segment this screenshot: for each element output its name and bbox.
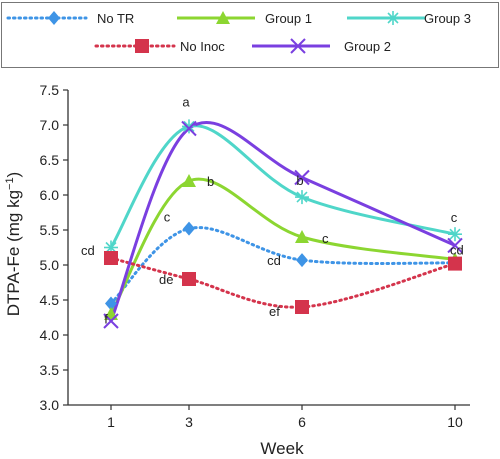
significance-letter: b [207, 174, 214, 189]
y-tick-label: 6.0 [40, 187, 60, 203]
series-3-marker [295, 190, 309, 205]
series-layer [109, 121, 457, 322]
x-tick-label: 1 [107, 414, 115, 430]
legend-label: No TR [97, 11, 134, 26]
legend-label: Group 1 [265, 11, 312, 26]
y-tick-label: 6.5 [40, 152, 60, 168]
series-4-marker [295, 300, 309, 314]
legend-label: No Inoc [180, 39, 225, 54]
x-tick-label: 10 [447, 414, 463, 430]
series-5-marker [103, 313, 119, 329]
x-axis-title: Week [260, 439, 304, 458]
legend-item-3: Group 3 [347, 11, 471, 26]
series-5-marker [294, 169, 310, 186]
significance-letter: c [322, 231, 329, 246]
series-line-2 [109, 177, 456, 315]
significance-letter: ef [269, 304, 280, 319]
series-line-4 [109, 256, 457, 309]
legend-marker [290, 38, 306, 54]
legend-label: Group 3 [424, 11, 471, 26]
legend-marker [386, 11, 400, 25]
significance-letter: de [159, 272, 173, 287]
series-line-1 [109, 226, 457, 305]
series-2-marker [182, 174, 196, 187]
series-line-3 [109, 124, 456, 249]
series-3-marker [182, 119, 196, 134]
significance-letter: c [451, 210, 458, 225]
series-3-marker [448, 227, 462, 242]
series-2-marker [295, 230, 309, 243]
x-tick-label: 6 [298, 414, 306, 430]
significance-letter: cd [267, 253, 281, 268]
y-axis-title: DTPA-Fe (mg kg−1) [4, 172, 23, 316]
legend-item-4: No Inoc [94, 39, 225, 54]
legend-marker [48, 11, 60, 25]
series-4-marker [448, 256, 462, 271]
y-tick-label: 4.0 [40, 327, 60, 343]
axes: 3.0 3.5 4.0 4.5 5.0 5.5 6.0 6.5 7.0 7.5 1 3 6 10 [40, 82, 470, 430]
series-1-marker [105, 296, 117, 311]
series-4-marker [182, 272, 196, 286]
series-4-marker [104, 251, 118, 265]
y-tick-label: 4.5 [40, 292, 60, 308]
y-tick-label: 7.5 [40, 82, 60, 98]
legend-item-2: Group 1 [177, 11, 312, 26]
significance-labels: f c cd b c a b c cd de ef cd [81, 94, 464, 326]
significance-letter: a [182, 94, 190, 109]
series-1-marker [183, 221, 195, 236]
legend-label: Group 2 [344, 39, 391, 54]
legend-marker [135, 39, 149, 53]
series-5-marker [447, 237, 463, 254]
y-tick-label: 3.5 [40, 362, 60, 378]
significance-letter: cd [81, 243, 95, 258]
y-axis-title-close: ) [4, 172, 23, 178]
significance-letter: cd [450, 243, 464, 258]
legend-marker [216, 11, 230, 24]
series-line-5 [109, 121, 456, 322]
y-tick-label: 5.0 [40, 257, 60, 273]
legend-item-1: No TR [6, 11, 134, 26]
marker-layer [103, 119, 463, 329]
y-axis-title-main: DTPA-Fe (mg kg [4, 190, 23, 316]
significance-letter: c [164, 210, 171, 225]
y-tick-label: 7.0 [40, 117, 60, 133]
y-axis-title-unit-exponent: −1 [4, 177, 16, 190]
significance-letter: f [104, 312, 108, 327]
y-tick-label: 5.5 [40, 222, 60, 238]
y-tick-label: 3.0 [40, 397, 60, 413]
significance-letter: b [296, 173, 303, 188]
x-tick-label: 3 [185, 414, 193, 430]
series-1-marker [296, 253, 308, 268]
legend-box [1, 2, 499, 68]
series-5-marker [181, 120, 197, 137]
legend: No TR Group 1 Group 3 No Inoc Group 2 [1, 2, 499, 68]
series-3-marker [104, 240, 118, 255]
legend-item-5: Group 2 [252, 38, 391, 54]
